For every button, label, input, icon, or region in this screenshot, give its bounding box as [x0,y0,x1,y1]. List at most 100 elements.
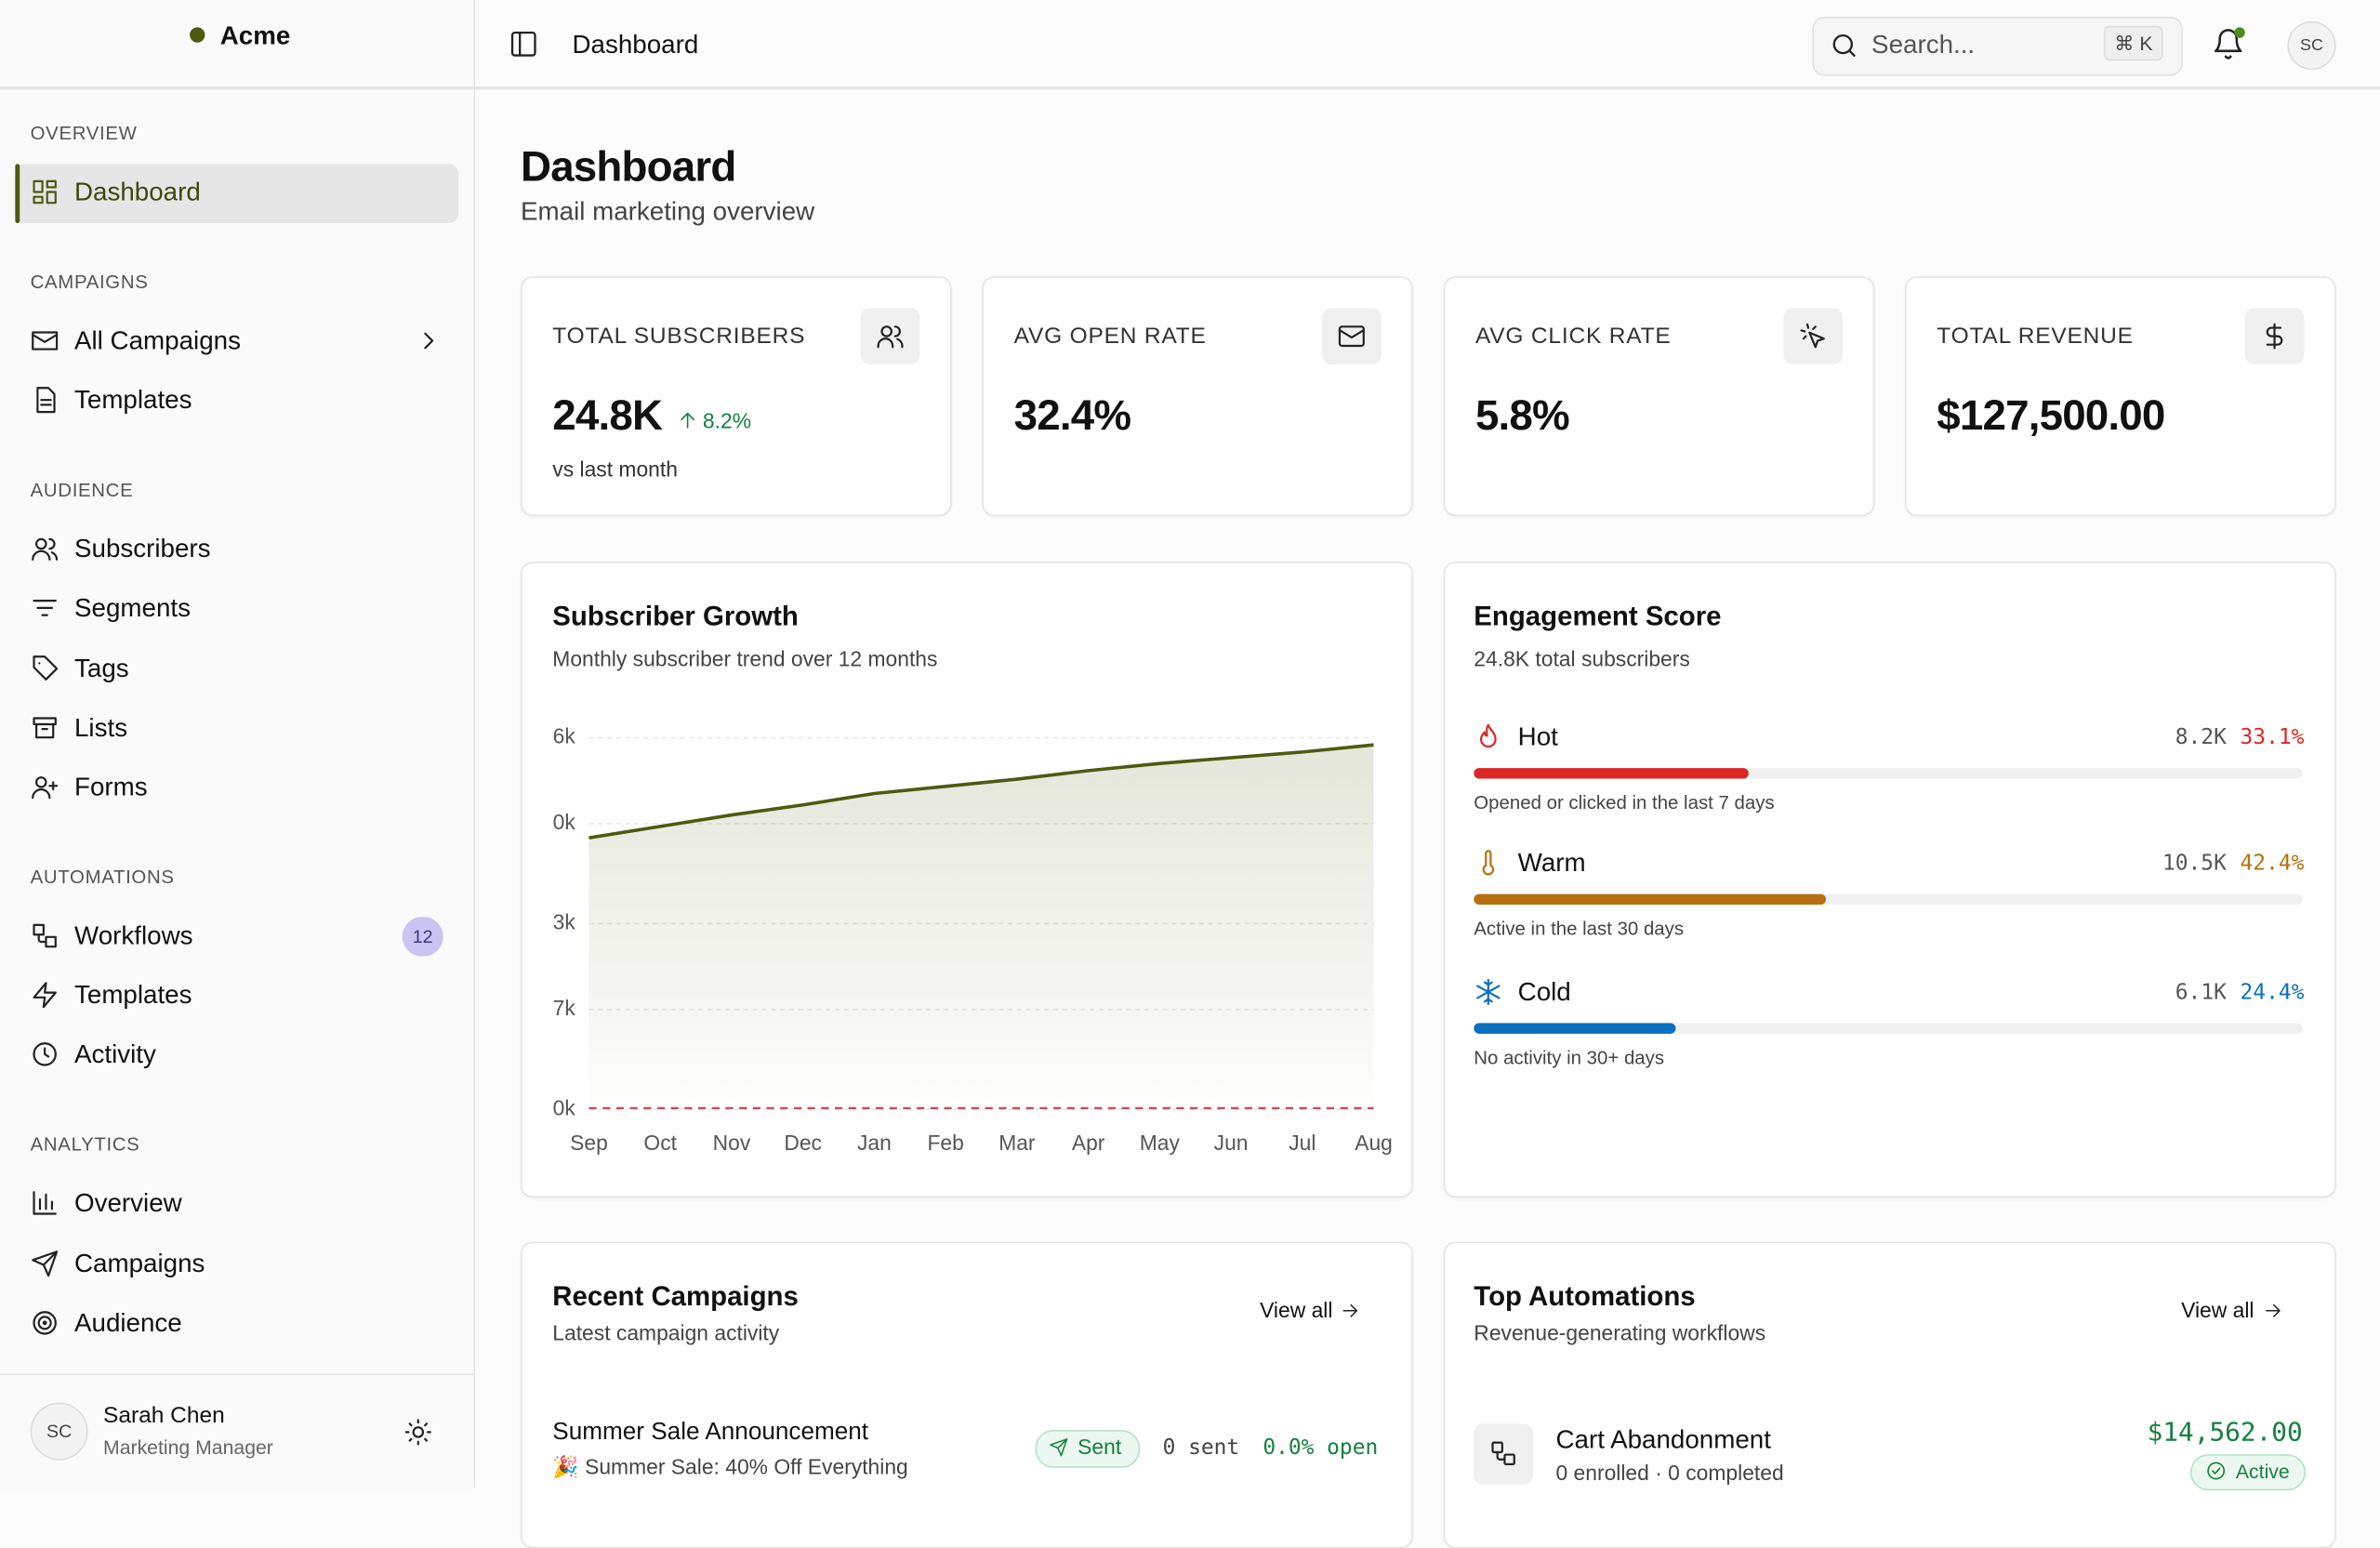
nav-label: Dashboard [74,178,201,207]
nav-label: All Campaigns [74,326,241,356]
brand-dot [190,27,205,43]
stat-label: TOTAL REVENUE [1937,323,2134,350]
area [588,745,1374,1110]
send-icon [1050,1438,1068,1457]
icon-path [32,331,59,351]
x-tick-label: Mar [998,1131,1036,1155]
line [588,743,1374,840]
sidebar [0,0,476,1488]
campaign-name: Summer Sale Announcement [552,1419,869,1446]
icon-path [424,332,434,350]
nav-icon [32,776,59,800]
tier-stats: 10.5K 42.4% [2162,853,2304,875]
icon-path [33,1042,57,1066]
x-tick-label: Jul [1289,1131,1316,1155]
icon-path [32,537,59,561]
campaigns-title: Recent Campaigns [552,1280,799,1312]
tier-count: 6.1K [2175,980,2227,1005]
nav-icon [33,1042,57,1066]
y-tick-label: 6k [553,724,576,748]
icon-path [33,982,57,1009]
nav-icon [32,1250,59,1277]
icon-path [1476,978,1501,1005]
nav-label: Templates [74,385,192,415]
tier-count: 8.2K [2175,725,2227,750]
nav-icon [1476,978,1501,1005]
x-tick-label: Nov [713,1131,751,1155]
nav-icon [33,717,57,739]
automation-icon-box [1474,1423,1533,1485]
nav-label: Lists [74,713,128,743]
x-tick-label: Sep [570,1131,608,1155]
status-badge [1035,1429,1141,1468]
icon-path [36,387,56,414]
nav-label: Audience [74,1308,182,1338]
bar [1474,1023,1676,1034]
stat-label: AVG CLICK RATE [1474,323,1672,350]
stat-label: AVG OPEN RATE [1013,323,1207,350]
tier-share: 24.4% [2240,980,2305,1005]
up-arrow [681,412,695,429]
theme-toggle[interactable] [403,1418,432,1447]
x-tick-label: Oct [643,1131,677,1155]
nav-label: Tags [74,654,129,683]
x-tick-label: Jan [857,1131,892,1155]
status-text: Sent [1078,1434,1122,1459]
sidebar-toggle[interactable] [509,29,539,60]
open-rate: 0.0% open [1263,1436,1379,1461]
view-all[interactable]: View all [2181,1297,2254,1323]
x-tick-label: Feb [927,1131,963,1155]
chart-title: Subscriber Growth [552,601,799,632]
search-icon [1832,33,1856,58]
click-icon [1800,323,1825,349]
tier-share: 42.4% [2240,851,2305,877]
stat-icon [1322,308,1382,364]
section-title: AUTOMATIONS [30,867,175,889]
dollar-icon [2266,323,2283,350]
tier-count: 10.5K [2162,851,2227,877]
nav-icon [33,982,57,1009]
engagement-title: Engagement Score [1474,601,1722,632]
automation-revenue: $14,562.00 [2147,1417,2303,1449]
stat-value: $127,500.00 [1937,391,2165,439]
automation-name: Cart Abandonment [1555,1425,1771,1455]
nav-label: Overview [74,1188,182,1218]
notifications[interactable] [2212,27,2245,60]
brand: Acme [219,20,291,50]
y-tick-label: 7k [553,996,576,1020]
x-tick-label: Jun [1214,1131,1249,1155]
nav-icon [32,537,59,561]
tier-name: Hot [1517,722,1558,752]
x-tick-label: Apr [1072,1131,1105,1155]
icon-path [33,717,57,739]
nav-label: Segments [74,593,191,623]
icon-path [33,923,57,948]
nav-label: Subscribers [74,534,211,563]
nav-icon [33,600,57,616]
stat-label: TOTAL SUBSCRIBERS [552,323,806,350]
x-tick-label: Aug [1355,1131,1393,1155]
active-badge [2189,1454,2306,1491]
tier-name: Warm [1517,848,1586,878]
user-avatar[interactable]: SC [30,1402,88,1461]
nav-icon [1479,723,1497,748]
view-all[interactable]: View all [1260,1297,1333,1323]
campaign-subject: 🎉 Summer Sale: 40% Off Everything [552,1454,908,1479]
y-tick-label: 3k [553,910,576,934]
automations-subtitle: Revenue-generating workflows [1474,1320,1766,1345]
topbar-line [475,86,2380,89]
nav-label: Forms [74,773,148,802]
users-icon [877,325,904,349]
section-title: ANALYTICS [30,1133,140,1156]
engagement-card [1443,562,2336,1198]
nav-icon [33,655,59,681]
avatar[interactable]: SC [2287,20,2336,71]
nav-label: Activity [74,1039,156,1069]
engagement-subtitle: 24.8K total subscribers [1474,646,1690,671]
nav-label: Templates [74,980,192,1010]
nav-label: Workflows [74,921,193,951]
section-title: CAMPAIGNS [30,271,149,294]
nav-icon [1482,850,1495,876]
icon-path [32,776,59,800]
